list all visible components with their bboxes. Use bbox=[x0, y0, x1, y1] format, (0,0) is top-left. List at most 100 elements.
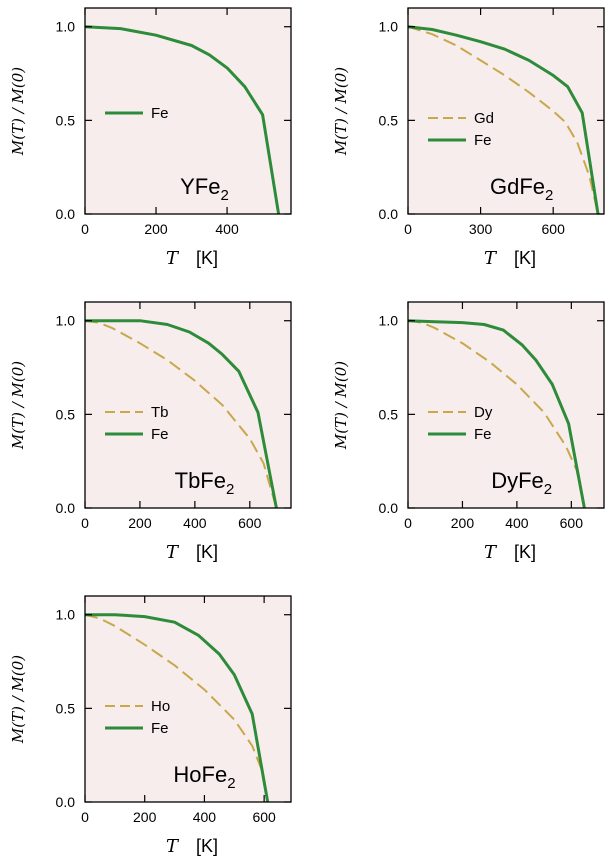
compound-label: TbFe2 bbox=[175, 468, 235, 498]
plot-frame bbox=[84, 301, 292, 509]
y-tick-label: 0.5 bbox=[379, 406, 399, 422]
legend-label-fe: Fe bbox=[474, 132, 492, 149]
compound-formula: TbFe bbox=[175, 468, 226, 493]
x-tick-label: 600 bbox=[252, 809, 276, 825]
x-tick-label: 200 bbox=[144, 221, 168, 237]
y-tick-label: 1.0 bbox=[379, 19, 399, 35]
legend-label-fe: Fe bbox=[474, 426, 492, 443]
legend-label-gd: Gd bbox=[474, 110, 494, 127]
compound-subscript: 2 bbox=[227, 775, 235, 792]
x-tick-label: 600 bbox=[542, 221, 566, 237]
series-line-ho bbox=[84, 613, 269, 803]
plot-frame bbox=[84, 595, 292, 803]
y-axis-label: M(T) / M(0) bbox=[9, 67, 27, 156]
plot-area bbox=[85, 8, 291, 214]
x-tick-label: 600 bbox=[238, 515, 262, 531]
x-tick-label: 400 bbox=[183, 515, 207, 531]
series-line-fe bbox=[85, 613, 270, 803]
compound-subscript: 2 bbox=[544, 481, 552, 498]
compound-formula: YFe bbox=[180, 174, 220, 199]
compound-formula: HoFe bbox=[173, 762, 227, 787]
x-axis-unit: [K] bbox=[514, 248, 536, 268]
y-tick-label: 1.0 bbox=[379, 313, 399, 329]
series-line-fe bbox=[407, 25, 600, 215]
compound-formula: GdFe bbox=[490, 174, 545, 199]
series-line-fe bbox=[407, 319, 586, 509]
plot-frame bbox=[407, 301, 605, 509]
series-line-fe bbox=[85, 319, 278, 509]
plot-frame bbox=[84, 7, 292, 215]
series-line-fe bbox=[84, 25, 281, 215]
x-axis-label: T [K] bbox=[484, 248, 536, 269]
x-tick-label: 400 bbox=[193, 809, 217, 825]
compound-subscript: 2 bbox=[220, 187, 228, 204]
y-tick-label: 0.0 bbox=[56, 206, 76, 222]
plot-area bbox=[408, 302, 604, 508]
compound-subscript: 2 bbox=[545, 187, 553, 204]
x-axis-symbol: T bbox=[166, 248, 180, 269]
x-tick-label: 600 bbox=[560, 515, 584, 531]
series-line-dy bbox=[407, 319, 586, 509]
x-axis-symbol: T bbox=[166, 542, 180, 563]
x-axis-unit: [K] bbox=[514, 542, 536, 562]
x-tick-label: 0 bbox=[404, 221, 412, 237]
series-line-gd bbox=[407, 25, 599, 215]
y-axis-label: M(T) / M(0) bbox=[9, 655, 27, 744]
y-tick-label: 0.0 bbox=[379, 500, 399, 516]
x-tick-label: 0 bbox=[404, 515, 412, 531]
plot-frame bbox=[407, 7, 605, 215]
y-tick-label: 0.0 bbox=[56, 500, 76, 516]
x-axis-symbol: T bbox=[484, 248, 498, 269]
legend-label-ho: Ho bbox=[151, 698, 170, 715]
x-tick-label: 400 bbox=[215, 221, 239, 237]
compound-label: YFe2 bbox=[180, 174, 229, 204]
y-tick-label: 0.5 bbox=[56, 406, 76, 422]
legend-label-fe: Fe bbox=[151, 105, 169, 122]
compound-subscript: 2 bbox=[226, 481, 234, 498]
y-tick-label: 1.0 bbox=[56, 607, 76, 623]
compound-formula: DyFe bbox=[491, 468, 544, 493]
chart-panel-1: 0.0 0.5 1.0 0 200 400 M(T) / M(0) T [K] Fe YFe2 bbox=[9, 7, 292, 269]
x-axis-unit: [K] bbox=[196, 248, 218, 268]
x-tick-label: 0 bbox=[81, 515, 89, 531]
x-tick-label: 200 bbox=[451, 515, 475, 531]
x-axis-symbol: T bbox=[484, 542, 498, 563]
compound-label: DyFe2 bbox=[491, 468, 552, 498]
x-axis-symbol: T bbox=[166, 836, 180, 857]
legend-label-dy: Dy bbox=[474, 404, 493, 421]
y-tick-label: 0.0 bbox=[56, 794, 76, 810]
x-tick-label: 200 bbox=[133, 809, 157, 825]
y-tick-label: 0.5 bbox=[56, 700, 76, 716]
y-tick-label: 1.0 bbox=[56, 19, 76, 35]
x-tick-label: 400 bbox=[505, 515, 529, 531]
series-line-tb bbox=[84, 319, 278, 509]
x-axis-label: T [K] bbox=[484, 542, 536, 563]
y-axis-label: M(T) / M(0) bbox=[332, 361, 350, 450]
plot-area bbox=[85, 302, 291, 508]
compound-label: GdFe2 bbox=[490, 174, 553, 204]
x-tick-label: 200 bbox=[128, 515, 152, 531]
x-axis-label: T [K] bbox=[166, 542, 218, 563]
x-tick-label: 300 bbox=[469, 221, 493, 237]
y-tick-label: 0.5 bbox=[379, 112, 399, 128]
legend-label-fe: Fe bbox=[151, 426, 169, 443]
compound-label: HoFe2 bbox=[173, 762, 235, 792]
plot-area bbox=[408, 8, 604, 214]
y-tick-label: 0.5 bbox=[56, 112, 76, 128]
x-tick-label: 0 bbox=[81, 809, 89, 825]
y-axis-label: M(T) / M(0) bbox=[332, 67, 350, 156]
x-axis-label: T [K] bbox=[166, 248, 218, 269]
x-axis-unit: [K] bbox=[196, 836, 218, 856]
x-tick-label: 0 bbox=[81, 221, 89, 237]
legend-label-fe: Fe bbox=[151, 720, 169, 737]
y-axis-label: M(T) / M(0) bbox=[9, 361, 27, 450]
x-axis-unit: [K] bbox=[196, 542, 218, 562]
legend-label-tb: Tb bbox=[151, 404, 169, 421]
y-tick-label: 1.0 bbox=[56, 313, 76, 329]
y-tick-label: 0.0 bbox=[379, 206, 399, 222]
